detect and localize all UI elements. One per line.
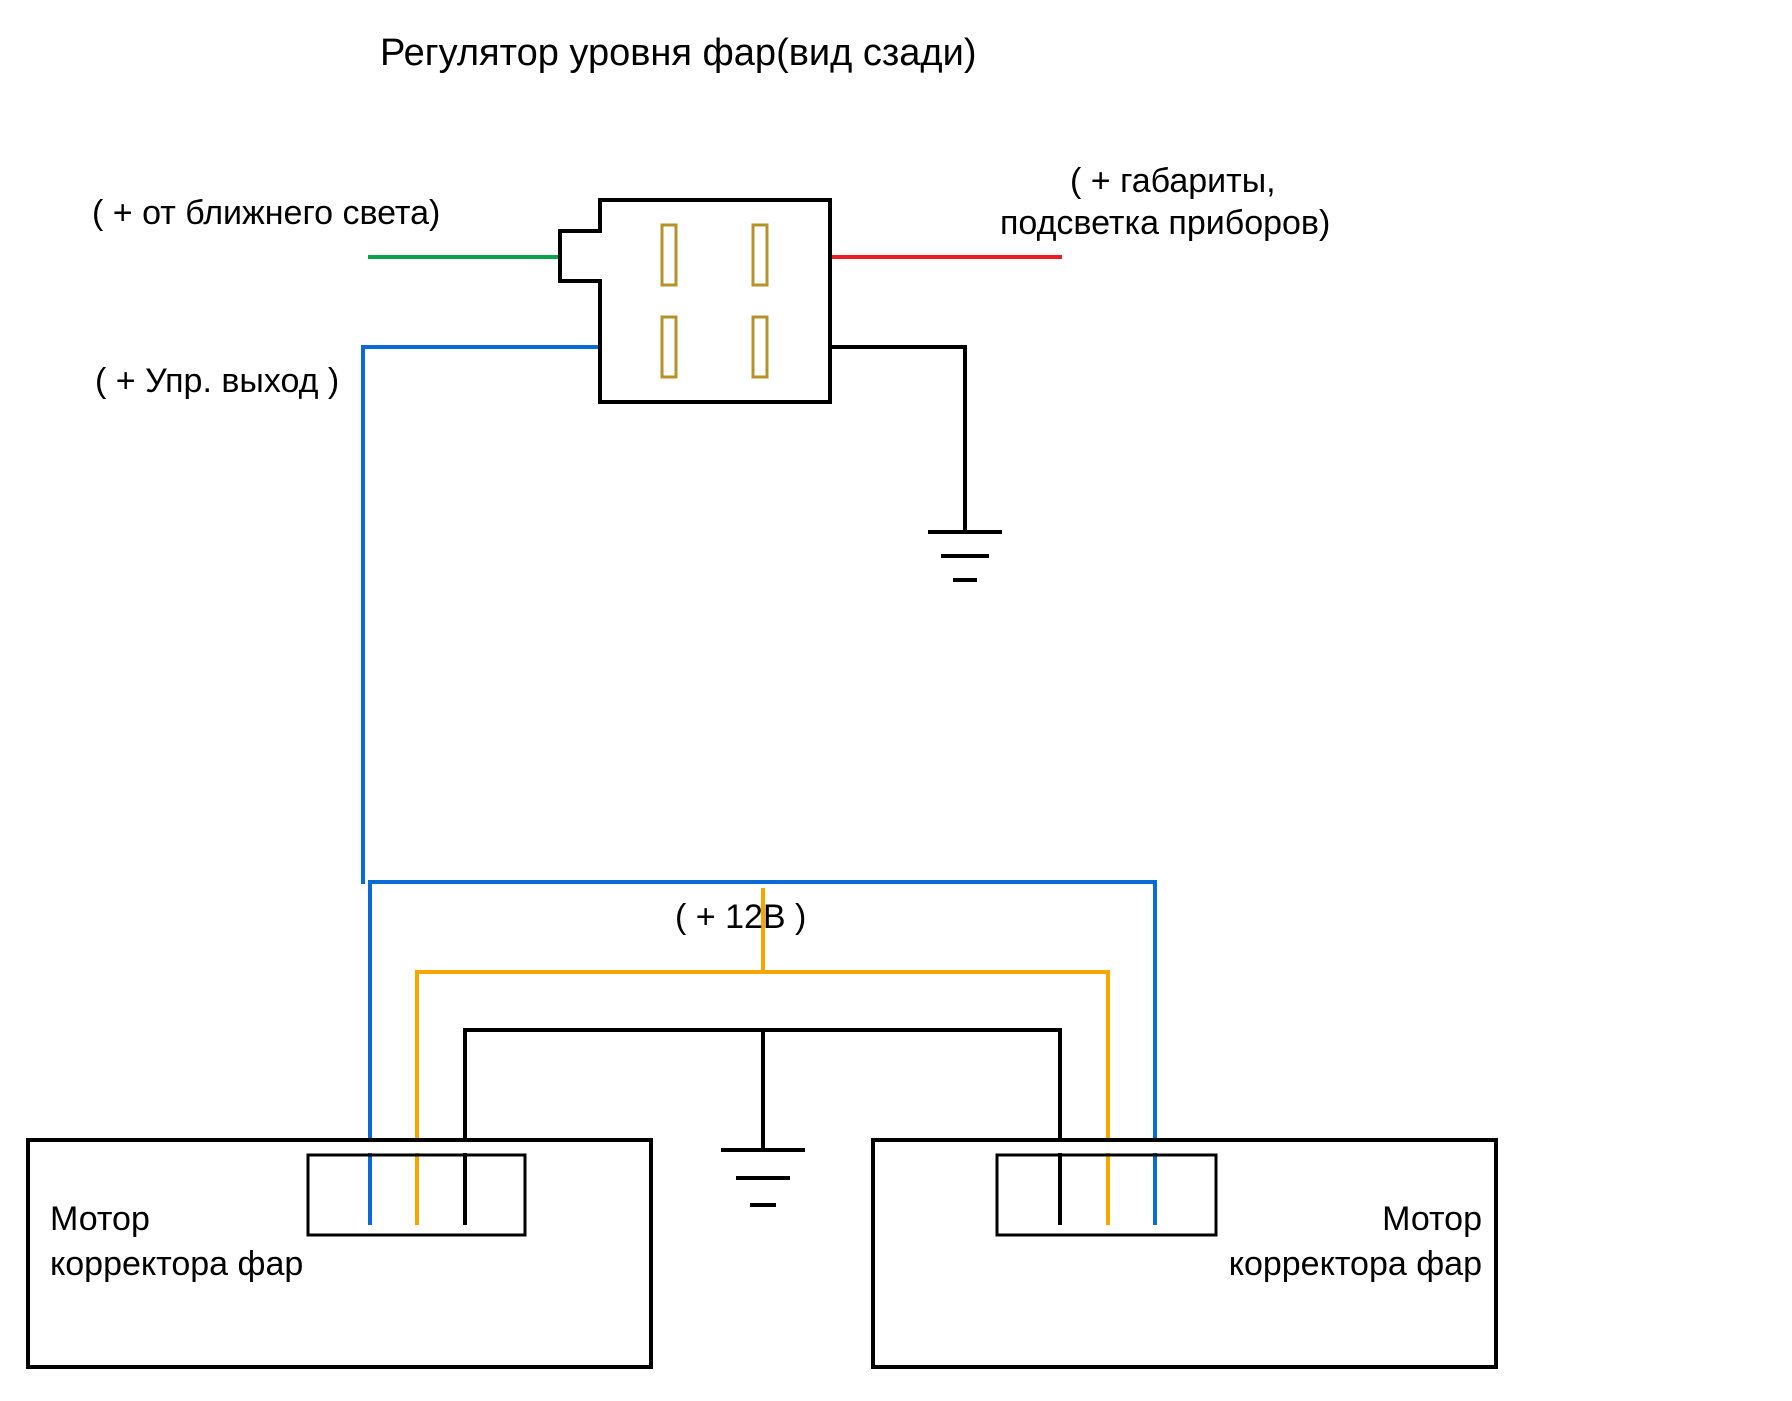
left-motor-text-1: Мотор (50, 1200, 150, 1238)
label-red-2: подсветка приборов) (1000, 204, 1330, 242)
label-blue: ( + Упр. выход ) (95, 362, 339, 400)
left-motor-text-2: корректора фар (50, 1245, 303, 1283)
right-motor-text-1: Мотор (1382, 1200, 1482, 1238)
label-green: ( + от ближнего света) (92, 194, 440, 232)
title-text: Регулятор уровня фар(вид сзади) (380, 32, 976, 74)
label-red-1: ( + габариты, (1070, 162, 1276, 200)
connector-outline (560, 200, 830, 402)
label-yellow: ( + 12В ) (675, 898, 806, 936)
right-motor-text-2: корректора фар (1229, 1245, 1482, 1283)
